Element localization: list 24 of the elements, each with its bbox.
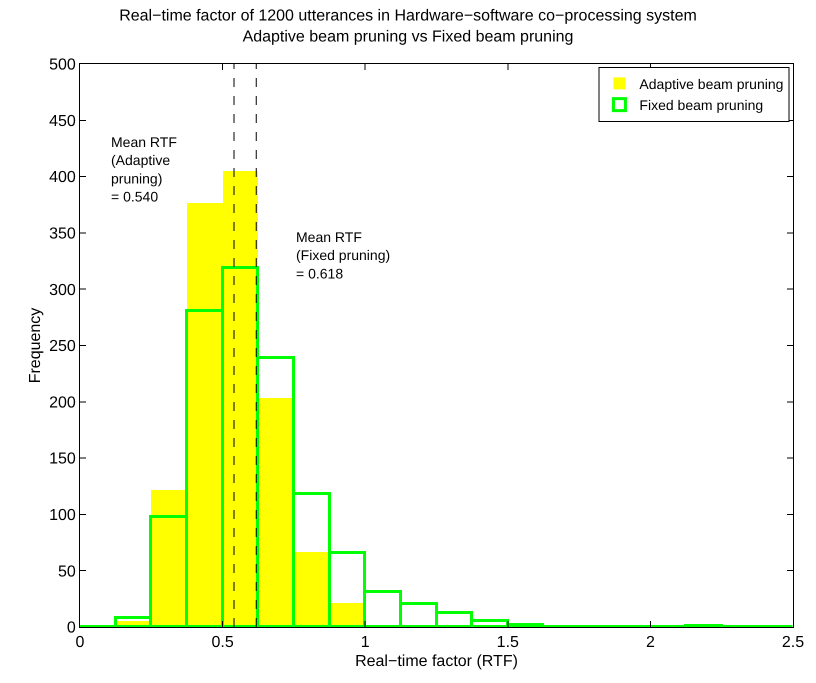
- x-tick-label: 0.5: [211, 634, 234, 652]
- x-tick-label: 1.5: [496, 634, 520, 652]
- y-axis-title: Frequency: [26, 308, 44, 384]
- chart-title: Real−time factor of 1200 utterances in Hardware−software co−processing system: [119, 7, 697, 24]
- y-tick-label: 300: [49, 282, 76, 299]
- x-tick-label: 2: [646, 634, 655, 652]
- y-tick-label: 350: [49, 226, 76, 242]
- annotation: Mean RTF (Adaptive pruning) = 0.540: [111, 134, 177, 205]
- y-tick-label: 200: [49, 394, 76, 412]
- legend-label: Adaptive beam pruning: [639, 76, 784, 92]
- x-tick-label: 1: [360, 634, 370, 652]
- y-tick-label: 0: [66, 620, 76, 637]
- y-tick-label: 500: [49, 56, 76, 74]
- legend-label: Fixed beam pruning: [639, 97, 764, 114]
- annotation: Mean RTF (Fixed pruning) = 0.618: [296, 229, 390, 282]
- chart-subtitle: Adaptive beam pruning vs Fixed beam pruning: [242, 28, 574, 46]
- x-axis-title: Real−time factor (RTF): [355, 652, 518, 670]
- y-tick-label: 150: [49, 450, 76, 468]
- y-tick-label: 400: [49, 169, 76, 186]
- y-tick-label: 100: [49, 507, 76, 524]
- y-tick-label: 450: [49, 112, 76, 130]
- y-tick-label: 50: [58, 563, 76, 580]
- y-tick-label: 250: [49, 338, 76, 356]
- x-tick-label: 2.5: [782, 634, 804, 652]
